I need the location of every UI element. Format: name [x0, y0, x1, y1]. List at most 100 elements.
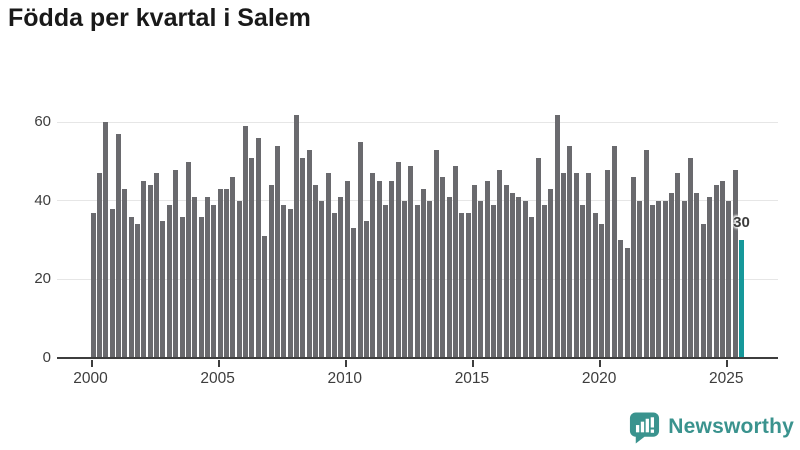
bar — [656, 200, 662, 358]
bar — [440, 177, 446, 358]
bar — [414, 204, 420, 358]
bar — [103, 122, 109, 358]
bar — [236, 200, 242, 358]
bar — [535, 157, 541, 358]
bar — [452, 165, 458, 358]
bar — [649, 204, 655, 358]
chart-title: Födda per kvartal i Salem — [8, 4, 311, 32]
bar — [516, 197, 522, 358]
bar — [249, 157, 255, 358]
x-axis-tick-label: 2010 — [327, 370, 363, 387]
bar — [154, 173, 160, 358]
bar — [128, 216, 134, 358]
x-axis-tick-label: 2020 — [581, 370, 617, 387]
bar — [230, 177, 236, 358]
bar — [707, 197, 713, 358]
bar — [541, 204, 547, 358]
bar — [478, 200, 484, 358]
bar — [389, 181, 395, 358]
bar — [643, 149, 649, 358]
bar — [185, 161, 191, 358]
bar — [115, 134, 121, 358]
bar — [484, 181, 490, 358]
x-axis-tick-label: 2005 — [200, 370, 235, 387]
y-axis-tick-label: 20 — [34, 270, 51, 288]
bar — [459, 212, 465, 358]
bar — [713, 185, 719, 358]
bar — [300, 157, 306, 358]
bar — [491, 204, 497, 358]
bar — [274, 145, 280, 358]
brand-name: Newsworthy — [668, 415, 794, 438]
bar — [351, 228, 357, 358]
bar — [357, 142, 363, 358]
bar — [325, 173, 331, 358]
bar — [681, 200, 687, 358]
bar — [313, 185, 318, 358]
bar — [560, 173, 566, 358]
bar — [421, 189, 427, 358]
bar — [688, 157, 694, 358]
bar — [370, 173, 376, 358]
bar — [662, 200, 668, 358]
highlight-value-label: 30 — [733, 214, 750, 232]
bar — [580, 204, 586, 358]
bar — [522, 200, 528, 358]
bar — [408, 165, 414, 358]
bar — [382, 204, 388, 358]
bar — [433, 149, 439, 358]
bar — [611, 145, 617, 358]
bar — [287, 208, 293, 358]
bar — [732, 169, 738, 358]
x-axis-line — [57, 356, 778, 359]
bar — [96, 173, 102, 358]
bar — [363, 220, 369, 358]
bar — [306, 149, 312, 358]
bar — [166, 204, 172, 358]
x-axis-tick — [344, 360, 347, 367]
bar — [427, 200, 433, 358]
bar — [726, 200, 732, 358]
x-axis-tick — [471, 360, 474, 367]
bar — [281, 204, 287, 358]
bar — [465, 212, 471, 358]
y-gridline — [57, 200, 778, 202]
bar — [605, 169, 611, 358]
bar — [630, 177, 636, 358]
bar — [122, 189, 128, 358]
bar — [700, 224, 706, 358]
x-axis-tick-label: 2000 — [73, 370, 108, 387]
bar — [503, 185, 509, 358]
bar — [243, 126, 249, 358]
bar — [255, 138, 261, 358]
bar — [675, 173, 681, 358]
x-axis-tick-label: 2015 — [454, 370, 490, 387]
bar — [402, 200, 408, 358]
x-axis-tick — [726, 360, 729, 367]
bar — [179, 216, 185, 358]
bar — [573, 173, 579, 358]
x-axis-tick — [217, 360, 220, 367]
bar — [217, 189, 223, 358]
bar — [554, 114, 560, 358]
bar — [192, 197, 198, 358]
bar — [592, 212, 598, 358]
bar — [293, 114, 299, 358]
bar — [376, 181, 382, 358]
bar — [204, 197, 210, 358]
bar — [586, 173, 592, 358]
bar — [599, 224, 605, 358]
highlighted-bar — [738, 240, 744, 358]
bar — [160, 220, 166, 358]
bar — [567, 145, 573, 358]
plot-area: 0 20 40 60 2000 2005 2010 2015 2020 2025 30 — [34, 100, 778, 387]
bar — [109, 208, 115, 358]
x-axis-tick-label: 2025 — [709, 370, 744, 387]
bar — [637, 200, 643, 358]
bar — [510, 193, 516, 358]
bar — [344, 181, 350, 358]
bar — [90, 212, 96, 358]
bar — [669, 193, 675, 358]
bar — [262, 236, 268, 358]
